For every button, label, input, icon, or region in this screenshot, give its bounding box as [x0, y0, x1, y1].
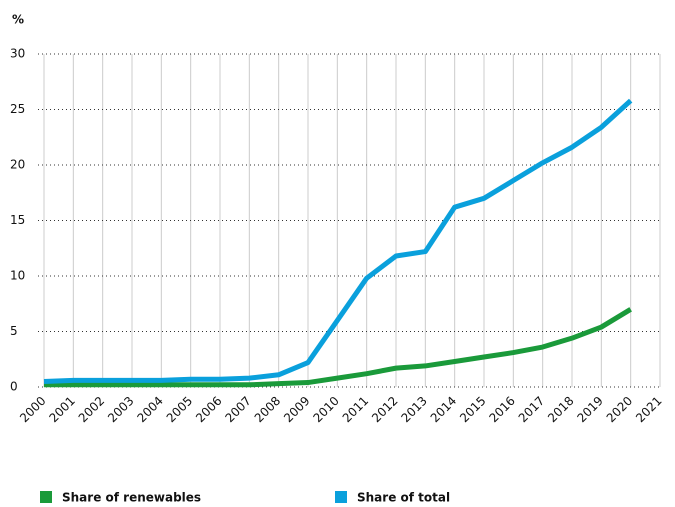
legend-swatch: [335, 491, 347, 503]
x-tick-label: 2015: [457, 394, 488, 425]
y-tick-label: 5: [10, 324, 18, 338]
x-tick-label: 2018: [545, 394, 576, 425]
x-tick-label: 2013: [398, 394, 429, 425]
line-series: [43, 98, 633, 384]
y-tick-label: 10: [10, 269, 25, 283]
y-tick-label: 20: [10, 158, 25, 172]
x-tick-label: 2011: [340, 394, 371, 425]
x-tick-label: 2017: [516, 394, 547, 425]
y-axis-label: %: [12, 13, 24, 27]
legend-label: Share of renewables: [62, 491, 201, 505]
x-tick-label: 2009: [281, 394, 312, 425]
x-tick-label: 2000: [17, 394, 48, 425]
legend-swatch: [40, 491, 52, 503]
x-tick-label: 2016: [486, 394, 517, 425]
x-tick-label: 2003: [105, 394, 136, 425]
x-tick-label: 2006: [193, 394, 224, 425]
x-tick-label: 2001: [46, 394, 77, 425]
x-tick-label: 2014: [428, 394, 459, 425]
line-series: [44, 307, 632, 388]
y-tick-label: 0: [10, 380, 18, 394]
x-tick-label: 2004: [134, 394, 165, 425]
legend-label: Share of total: [357, 491, 450, 505]
x-tick-label: 2010: [310, 394, 341, 425]
x-tick-label: 2021: [633, 394, 664, 425]
y-tick-label: 15: [10, 213, 25, 227]
x-tick-label: 2020: [604, 394, 635, 425]
x-tick-label: 2002: [76, 394, 107, 425]
y-tick-label: 30: [10, 47, 25, 61]
x-tick-label: 2019: [574, 394, 605, 425]
x-tick-label: 2012: [369, 394, 400, 425]
x-tick-label: 2007: [222, 394, 253, 425]
x-tick-label: 2008: [252, 394, 283, 425]
y-tick-label: 25: [10, 102, 25, 116]
x-tick-label: 2005: [164, 394, 195, 425]
